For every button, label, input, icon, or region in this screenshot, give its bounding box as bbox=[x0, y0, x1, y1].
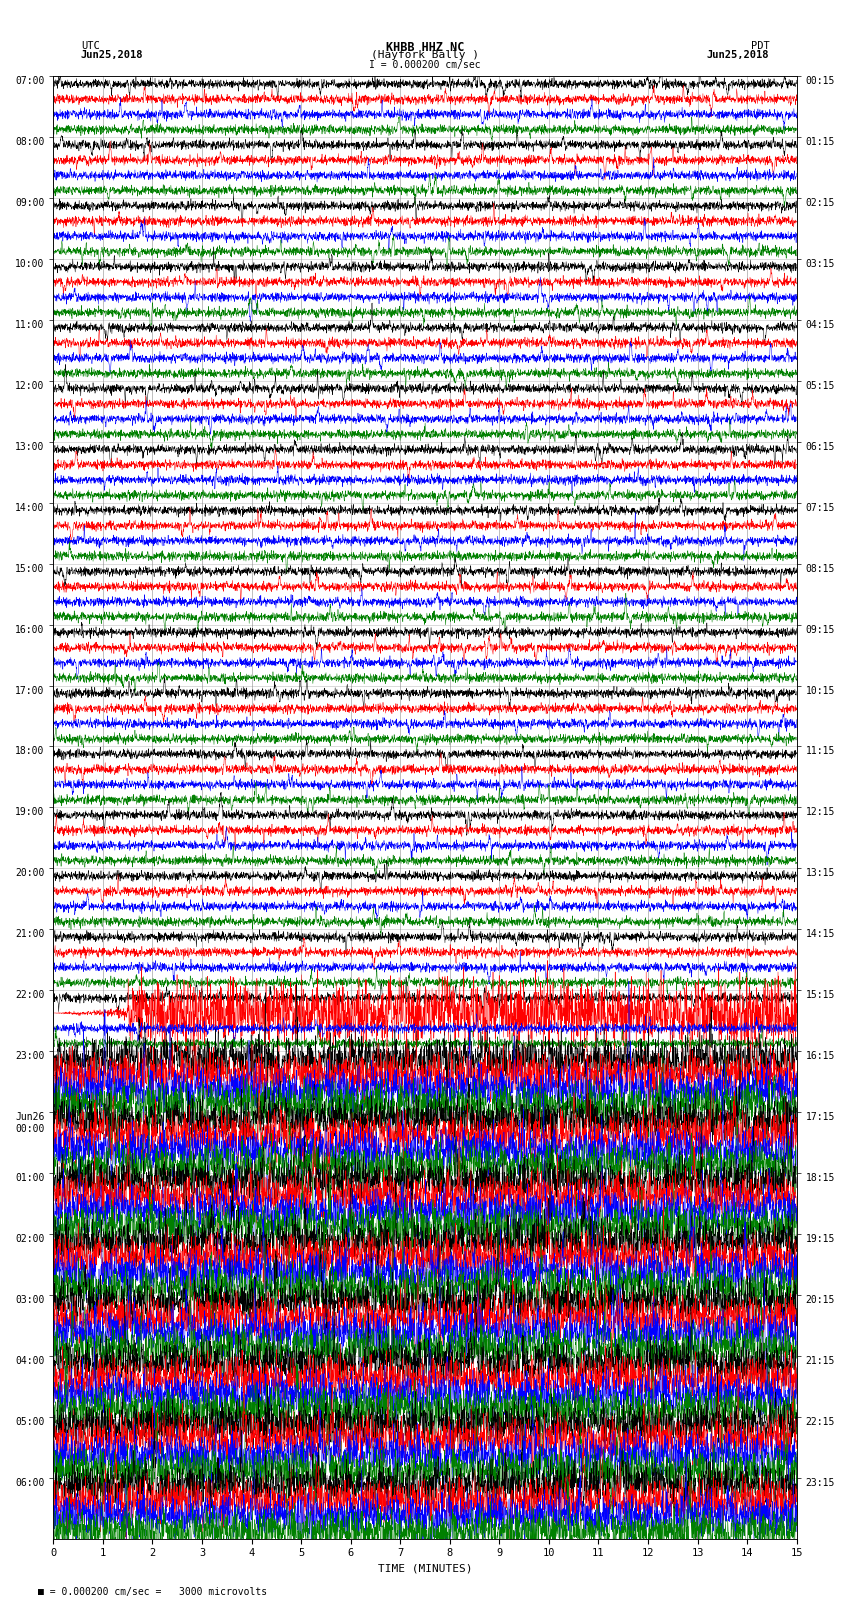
Text: (Hayfork Bally ): (Hayfork Bally ) bbox=[371, 50, 479, 60]
Text: UTC: UTC bbox=[81, 40, 99, 52]
Text: I = 0.000200 cm/sec: I = 0.000200 cm/sec bbox=[369, 60, 481, 69]
X-axis label: TIME (MINUTES): TIME (MINUTES) bbox=[377, 1565, 473, 1574]
Text: ■ = 0.000200 cm/sec =   3000 microvolts: ■ = 0.000200 cm/sec = 3000 microvolts bbox=[38, 1587, 268, 1597]
Text: Jun25,2018: Jun25,2018 bbox=[81, 50, 144, 60]
Text: KHBB HHZ NC: KHBB HHZ NC bbox=[386, 40, 464, 55]
Text: Jun25,2018: Jun25,2018 bbox=[706, 50, 769, 60]
Text: PDT: PDT bbox=[751, 40, 769, 52]
